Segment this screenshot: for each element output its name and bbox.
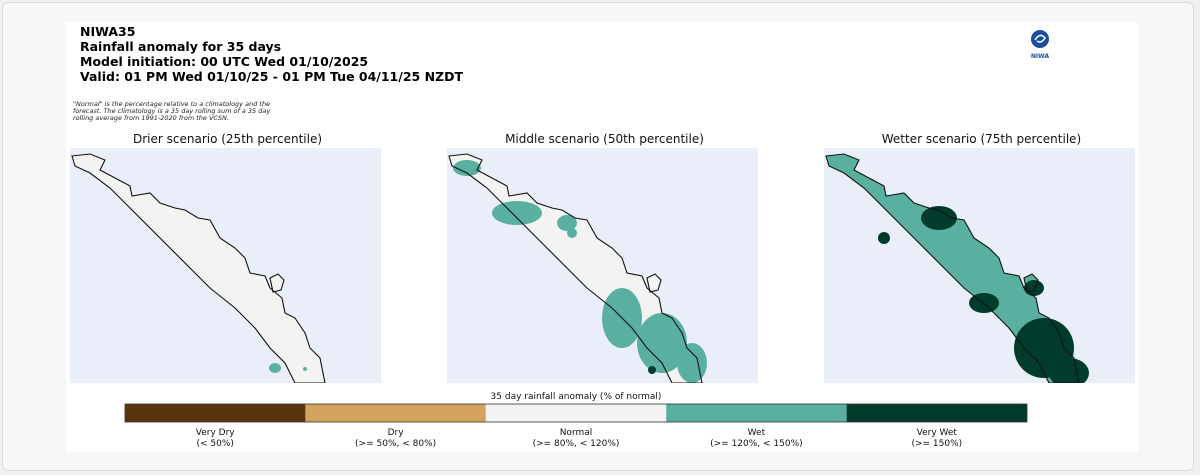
anomaly-area bbox=[921, 206, 957, 230]
island bbox=[270, 274, 284, 292]
logo: NIWA bbox=[1031, 30, 1050, 60]
map bbox=[70, 148, 381, 383]
map-content bbox=[70, 148, 381, 383]
colorbar-segment bbox=[485, 404, 667, 422]
coastline bbox=[1023, 273, 1039, 293]
colorbar-segment bbox=[666, 404, 847, 422]
legend-range: (>= 50%, < 80%) bbox=[355, 439, 436, 449]
coastline bbox=[71, 153, 326, 383]
map bbox=[824, 148, 1135, 383]
colorbar-outline bbox=[124, 403, 1028, 423]
anomaly-area bbox=[269, 363, 281, 373]
note-line: rolling average from 1991-2020 from the … bbox=[73, 114, 229, 122]
legend-name: Normal bbox=[560, 428, 593, 438]
panel-title: Drier scenario (25th percentile) bbox=[133, 132, 322, 146]
anomaly-area bbox=[453, 160, 481, 176]
legend-range: (>= 80%, < 120%) bbox=[533, 439, 620, 449]
legend-range: (>= 120%, < 150%) bbox=[710, 439, 803, 449]
note-line: forecast. The climatology is a 35 day ro… bbox=[73, 107, 270, 115]
anomaly-area bbox=[878, 232, 890, 244]
anomaly-area bbox=[557, 215, 577, 231]
coastline bbox=[448, 153, 703, 383]
anomaly-area bbox=[677, 343, 707, 383]
map-content bbox=[447, 148, 758, 383]
anomaly-area bbox=[637, 313, 687, 373]
colorbar-segment bbox=[125, 404, 306, 422]
legend-range: (< 50%) bbox=[196, 439, 233, 449]
anomaly-area bbox=[1024, 280, 1044, 296]
coastline bbox=[825, 153, 1080, 383]
colorbar-title: 35 day rainfall anomaly (% of normal) bbox=[491, 392, 662, 402]
island bbox=[647, 274, 661, 292]
note-line: "Normal" is the percentage relative to a… bbox=[73, 100, 270, 108]
logo-text: NIWA bbox=[1031, 53, 1050, 60]
land bbox=[826, 154, 1079, 383]
legend-range: (>= 150%) bbox=[911, 439, 962, 449]
header-line: Model initiation: 00 UTC Wed 01/10/2025 bbox=[80, 54, 368, 69]
panel-title: Wetter scenario (75th percentile) bbox=[882, 132, 1081, 146]
map-content bbox=[824, 148, 1135, 383]
anomaly-area bbox=[1049, 358, 1089, 383]
legend-name: Wet bbox=[748, 428, 766, 438]
colorbar-segment bbox=[305, 404, 486, 422]
header-line: Rainfall anomaly for 35 days bbox=[80, 39, 281, 54]
legend-name: Dry bbox=[388, 428, 405, 438]
anomaly-area bbox=[303, 367, 307, 371]
legend-name: Very Wet bbox=[917, 428, 958, 438]
map bbox=[447, 148, 758, 383]
legend-name: Very Dry bbox=[196, 428, 236, 438]
panel-title: Middle scenario (50th percentile) bbox=[505, 132, 704, 146]
anomaly-area bbox=[492, 201, 542, 225]
anomaly-area bbox=[567, 228, 577, 238]
header-line: NIWA35 bbox=[80, 24, 135, 39]
colorbar-segment bbox=[846, 404, 1027, 422]
anomaly-area bbox=[648, 366, 656, 374]
coastline bbox=[646, 273, 662, 293]
coastline bbox=[269, 273, 285, 293]
land bbox=[72, 154, 325, 383]
header-line: Valid: 01 PM Wed 01/10/25 - 01 PM Tue 04… bbox=[80, 69, 463, 84]
